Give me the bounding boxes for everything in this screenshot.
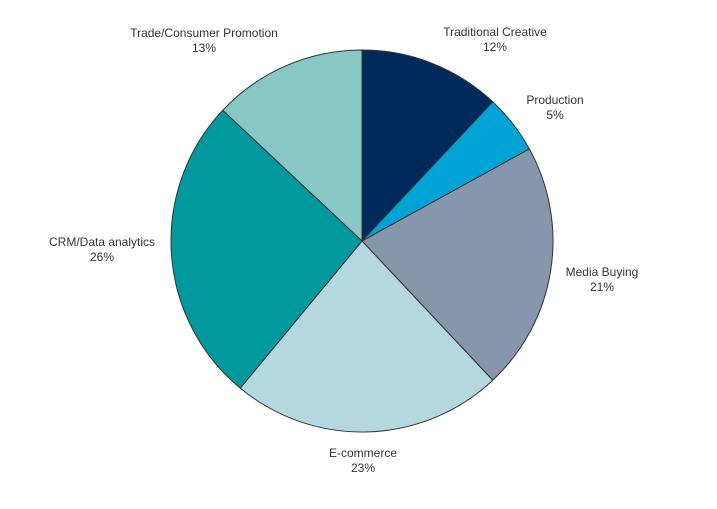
pie-slice-trade-consumer-promotion: [222, 49, 363, 242]
slice-label-production: Production: [526, 93, 583, 107]
slice-label-media-buying: Media Buying: [566, 265, 639, 279]
slice-value-e-commerce: 23%: [351, 461, 375, 475]
slice-label-crm-data-analytics: CRM/Data analytics: [49, 235, 155, 249]
slice-value-traditional-creative: 12%: [483, 40, 507, 54]
pie-slice-traditional-creative: [361, 49, 494, 242]
pie-slice-media-buying: [361, 148, 554, 381]
pie-slice-e-commerce: [239, 240, 494, 433]
slice-value-crm-data-analytics: 26%: [90, 250, 114, 264]
slice-value-trade-consumer-promotion: 13%: [192, 41, 216, 55]
slice-label-traditional-creative: Traditional Creative: [443, 25, 547, 39]
pie-slice-crm-data-analytics: [170, 109, 363, 389]
slice-value-production: 5%: [546, 108, 564, 122]
slice-label-e-commerce: E-commerce: [329, 446, 397, 460]
slice-label-trade-consumer-promotion: Trade/Consumer Promotion: [130, 26, 278, 40]
slices-layer: [170, 49, 554, 433]
slice-value-media-buying: 21%: [590, 280, 614, 294]
